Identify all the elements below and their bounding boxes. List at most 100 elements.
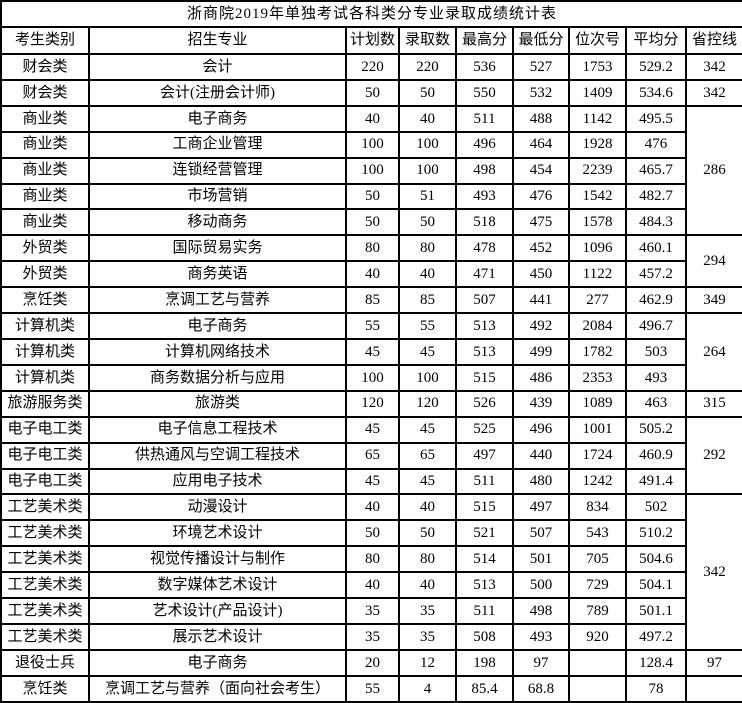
cell-rank: 1578: [568, 208, 627, 237]
cell-lowest: 488: [512, 104, 570, 133]
cell-major: 电子商务: [88, 312, 347, 340]
cell-average: 460.9: [625, 441, 687, 470]
cell-admitted: 120: [398, 389, 457, 418]
cell-lowest: 441: [512, 286, 570, 315]
cell-rank: 1928: [568, 130, 627, 159]
cell-plan: 80: [345, 545, 400, 574]
cell-category: 工艺美术类: [0, 571, 90, 600]
cell-highest: 513: [455, 571, 514, 600]
cell-highest: 497: [455, 441, 514, 470]
table-row: 商业类 电子商务 40 40 511 488 1142 495.5 286: [0, 104, 742, 237]
cell-plan: 20: [345, 648, 400, 677]
cell-average: 534.6: [625, 78, 687, 107]
cell-average: 504.6: [625, 545, 687, 574]
column-header-major: 招生专业: [88, 26, 347, 55]
cell-average: 504.1: [625, 571, 687, 600]
cell-major: 会计(注册会计师): [88, 78, 347, 107]
table-row: 电子电工类 电子信息工程技术 45 45 525 496 1001 505.2 292: [0, 415, 742, 496]
cell-lowest: 532: [512, 78, 570, 107]
cell-highest: 525: [455, 415, 514, 444]
cell-average: 501.1: [625, 597, 687, 625]
cell-control-line: 342: [684, 53, 742, 81]
cell-highest: 550: [455, 78, 514, 107]
cell-category: 工艺美术类: [0, 545, 90, 574]
table-row: 工艺美术类 视觉传播设计与制作 80 80 514 501 705 504.6: [0, 545, 742, 574]
cell-average: 463: [625, 389, 687, 418]
cell-average: 505.2: [625, 415, 687, 444]
column-header-rank: 位次号: [568, 26, 627, 55]
column-header-admitted: 录取数: [398, 26, 457, 55]
cell-major: 烹调工艺与营养: [88, 286, 347, 315]
cell-lowest: 496: [512, 415, 570, 444]
cell-rank: 543: [568, 519, 627, 548]
cell-major: 艺术设计(产品设计): [88, 597, 347, 625]
cell-admitted: 55: [398, 312, 457, 340]
cell-major: 工商企业管理: [88, 130, 347, 159]
cell-plan: 35: [345, 622, 400, 651]
table-row: 计算机类 电子商务 55 55 513 492 2084 496.7 264: [0, 312, 742, 392]
cell-major: 商务数据分析与应用: [88, 363, 347, 392]
cell-major: 烹调工艺与营养（面向社会考生）: [88, 674, 347, 703]
cell-average: 482.7: [625, 182, 687, 211]
cell-plan: 100: [345, 156, 400, 185]
column-header-plan: 计划数: [345, 26, 400, 55]
cell-average: 503: [625, 337, 687, 366]
table-row: 旅游服务类 旅游类 120 120 526 439 1089 463 315: [0, 389, 742, 418]
cell-category: 退役士兵: [0, 648, 90, 677]
cell-lowest: 497: [512, 493, 570, 522]
cell-category: 旅游服务类: [0, 389, 90, 418]
cell-average: 78: [625, 674, 687, 703]
cell-rank: 705: [568, 545, 627, 574]
cell-category: 计算机类: [0, 363, 90, 392]
cell-admitted: 85: [398, 286, 457, 315]
cell-major: 市场营销: [88, 182, 347, 211]
cell-average: 529.2: [625, 53, 687, 81]
cell-category: 商业类: [0, 182, 90, 211]
cell-category: 电子电工类: [0, 467, 90, 496]
cell-admitted: 50: [398, 519, 457, 548]
cell-admitted: 65: [398, 441, 457, 470]
table-row: 电子电工类 供热通风与空调工程技术 65 65 497 440 1724 460.9: [0, 441, 742, 470]
cell-highest: 526: [455, 389, 514, 418]
cell-lowest: 500: [512, 571, 570, 600]
cell-lowest: 498: [512, 597, 570, 625]
cell-admitted: 45: [398, 337, 457, 366]
cell-lowest: 452: [512, 234, 570, 263]
cell-major: 供热通风与空调工程技术: [88, 441, 347, 470]
cell-major: 国际贸易实务: [88, 234, 347, 263]
cell-admitted: 40: [398, 260, 457, 289]
cell-rank: 2084: [568, 312, 627, 340]
cell-category: 商业类: [0, 130, 90, 159]
cell-highest: 198: [455, 648, 514, 677]
cell-highest: 518: [455, 208, 514, 237]
cell-category: 商业类: [0, 156, 90, 185]
table-row: 工艺美术类 展示艺术设计 35 35 508 493 920 497.2: [0, 622, 742, 651]
cell-rank: 1001: [568, 415, 627, 444]
table-row: 计算机类 商务数据分析与应用 100 100 515 486 2353 493: [0, 363, 742, 392]
cell-admitted: 40: [398, 104, 457, 133]
cell-lowest: 440: [512, 441, 570, 470]
cell-control-line: 286: [684, 104, 742, 237]
cell-plan: 35: [345, 597, 400, 625]
cell-category: 外贸类: [0, 260, 90, 289]
cell-plan: 50: [345, 182, 400, 211]
cell-admitted: 80: [398, 545, 457, 574]
cell-lowest: 480: [512, 467, 570, 496]
cell-highest: 515: [455, 363, 514, 392]
cell-average: 457.2: [625, 260, 687, 289]
cell-lowest: 450: [512, 260, 570, 289]
cell-highest: 511: [455, 467, 514, 496]
cell-plan: 50: [345, 208, 400, 237]
cell-control-line: 97: [684, 648, 742, 677]
cell-major: 计算机网络技术: [88, 337, 347, 366]
cell-rank: 1142: [568, 104, 627, 133]
cell-lowest: 97: [512, 648, 570, 677]
cell-average: 510.2: [625, 519, 687, 548]
cell-average: 502: [625, 493, 687, 522]
cell-control-line: 349: [684, 286, 742, 315]
cell-rank: 1089: [568, 389, 627, 418]
cell-average: 465.7: [625, 156, 687, 185]
cell-lowest: 507: [512, 519, 570, 548]
cell-rank: [568, 674, 627, 703]
